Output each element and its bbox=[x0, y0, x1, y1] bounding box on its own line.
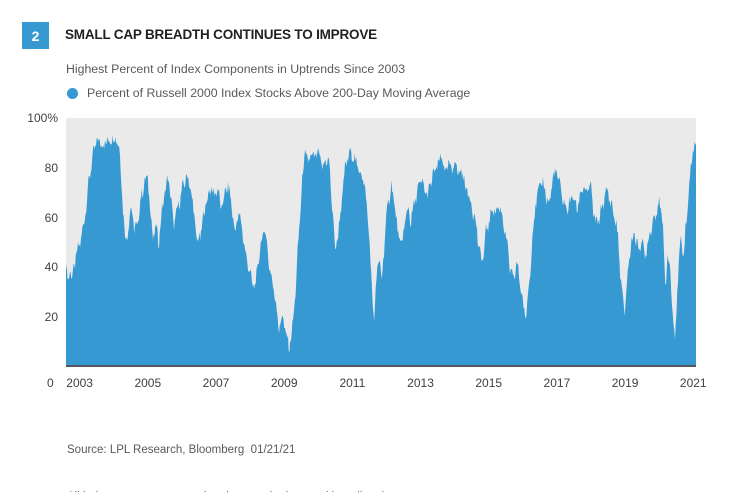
y-tick-label: 40 bbox=[44, 260, 58, 275]
chart-subtitle: Highest Percent of Index Components in U… bbox=[66, 62, 406, 76]
source-line: Source: LPL Research, Bloomberg 01/21/21 bbox=[67, 444, 296, 456]
y-tick-label: 20 bbox=[44, 310, 58, 325]
x-tick-label: 2015 bbox=[475, 376, 503, 390]
x-tick-label: 2005 bbox=[134, 376, 162, 390]
disclosure-line-1: All indexes are unmanaged and cannot be … bbox=[67, 490, 627, 492]
x-tick-label: 2013 bbox=[407, 376, 434, 390]
x-tick-label: 2003 bbox=[66, 376, 93, 390]
chart-legend: Percent of Russell 2000 Index Stocks Abo… bbox=[67, 86, 470, 100]
y-axis-zero-label: 0 bbox=[47, 376, 54, 390]
x-tick-label: 2011 bbox=[339, 376, 366, 390]
y-axis-labels: 100% 80 60 40 20 bbox=[0, 111, 58, 367]
breadth-area-chart bbox=[66, 135, 696, 367]
footer-disclosures: Source: LPL Research, Bloomberg 01/21/21… bbox=[67, 412, 627, 492]
x-tick-label: 2021 bbox=[679, 376, 707, 390]
legend-dot-icon bbox=[67, 87, 78, 99]
y-tick-label: 60 bbox=[44, 210, 58, 225]
y-tick-label: 100% bbox=[27, 111, 58, 125]
figure-number-badge: 2 bbox=[22, 22, 49, 49]
x-tick-label: 2007 bbox=[202, 376, 230, 390]
x-tick-label: 2017 bbox=[543, 376, 571, 390]
plot-area bbox=[66, 118, 696, 367]
x-axis-line bbox=[66, 365, 696, 367]
legend-label: Percent of Russell 2000 Index Stocks Abo… bbox=[87, 86, 471, 100]
y-tick-label: 80 bbox=[44, 160, 58, 175]
breadth-area-series bbox=[66, 135, 696, 367]
x-tick-label: 2019 bbox=[611, 376, 639, 390]
chart-title: SMALL CAP BREADTH CONTINUES TO IMPROVE bbox=[65, 27, 377, 42]
x-axis-labels: 0 2003 2005 2007 2009 2011 2013 2015 2017 2019 202… bbox=[47, 376, 707, 392]
x-tick-label: 2009 bbox=[270, 376, 298, 390]
